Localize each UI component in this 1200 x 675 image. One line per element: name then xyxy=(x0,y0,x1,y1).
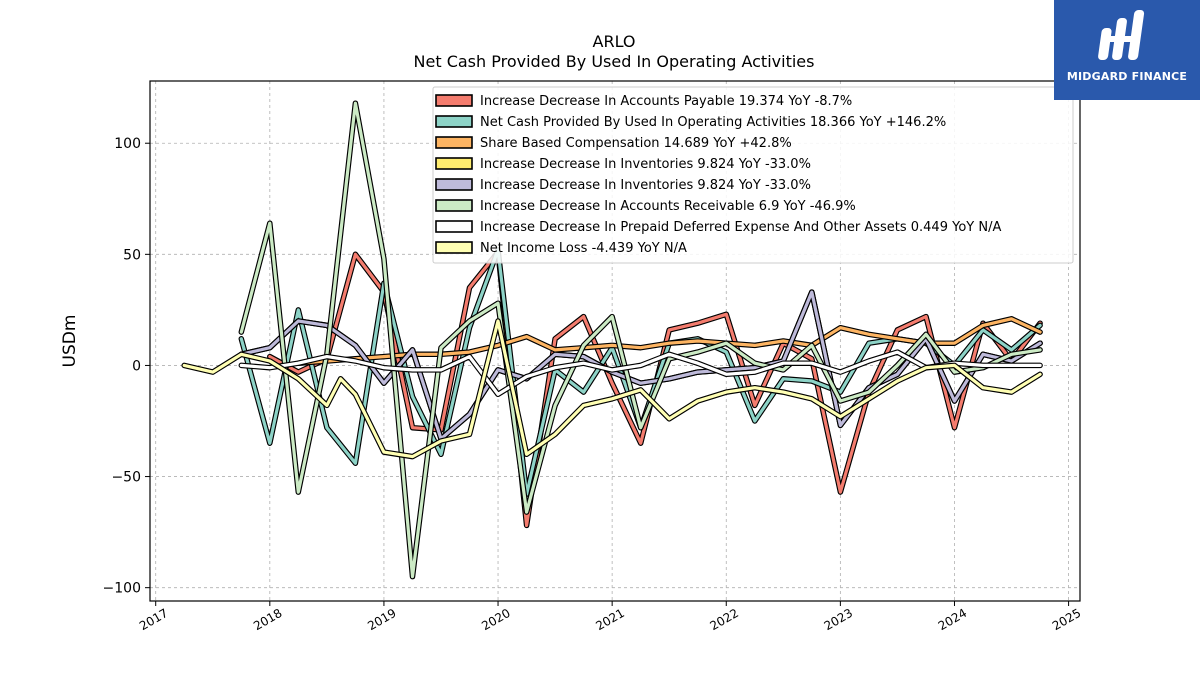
series-line xyxy=(239,290,1042,441)
legend-label: Increase Decrease In Accounts Receivable… xyxy=(480,199,856,214)
legend-item: Net Cash Provided By Used In Operating A… xyxy=(435,115,946,130)
y-axis-label: USDm xyxy=(60,315,80,368)
y-tick-label: 50 xyxy=(123,247,141,263)
legend-label: Net Cash Provided By Used In Operating A… xyxy=(480,115,946,130)
logo-mark-icon xyxy=(1098,10,1145,60)
x-tick-label: 2021 xyxy=(593,606,626,633)
series-line xyxy=(239,350,1042,396)
series-line xyxy=(182,319,1042,459)
legend: Increase Decrease In Accounts Payable 19… xyxy=(432,86,1074,264)
legend-label: Increase Decrease In Inventories 9.824 Y… xyxy=(480,178,811,193)
plot-frame xyxy=(149,80,1081,602)
y-tick-label: 0 xyxy=(132,358,141,374)
legend-swatch xyxy=(435,220,473,233)
legend-item: Increase Decrease In Prepaid Deferred Ex… xyxy=(435,220,1001,235)
legend-swatch xyxy=(435,178,473,191)
y-tick-label: −50 xyxy=(111,470,141,486)
legend-swatch xyxy=(435,136,473,149)
legend-item: Increase Decrease In Accounts Receivable… xyxy=(435,199,856,214)
series-6 xyxy=(238,349,1043,398)
legend-item: Share Based Compensation 14.689 YoY +42.… xyxy=(435,136,792,151)
series-7 xyxy=(181,318,1043,460)
legend-label: Increase Decrease In Accounts Payable 19… xyxy=(480,94,852,109)
midgard-finance-logo: MIDGARD FINANCE xyxy=(1054,0,1200,100)
x-tick-label: 2018 xyxy=(251,606,284,633)
legend-swatch xyxy=(435,157,473,170)
chart-title: ARLO xyxy=(593,32,636,51)
legend-label: Increase Decrease In Inventories 9.824 Y… xyxy=(480,157,811,172)
legend-item: Increase Decrease In Inventories 9.824 Y… xyxy=(435,178,811,193)
legend-item: Increase Decrease In Inventories 9.824 Y… xyxy=(435,157,811,172)
y-tick-label: −100 xyxy=(103,581,141,597)
x-tick-label: 2025 xyxy=(1050,606,1083,633)
legend-swatch xyxy=(435,199,473,212)
series-4 xyxy=(238,289,1043,442)
legend-swatch xyxy=(435,115,473,128)
x-tick-label: 2024 xyxy=(936,606,969,633)
x-tick-label: 2023 xyxy=(822,606,855,633)
legend-swatch xyxy=(435,94,473,107)
x-tick-label: 2022 xyxy=(708,606,741,633)
series-lines xyxy=(181,100,1043,580)
x-tick-label: 2017 xyxy=(137,606,170,633)
x-tick-label: 2020 xyxy=(479,606,512,633)
legend-box xyxy=(432,86,1074,264)
legend-item: Net Income Loss -4.439 YoY N/A xyxy=(435,241,687,256)
legend-label: Increase Decrease In Prepaid Deferred Ex… xyxy=(480,220,1001,235)
legend-swatch xyxy=(435,241,473,254)
legend-label: Net Income Loss -4.439 YoY N/A xyxy=(480,241,687,256)
legend-item: Increase Decrease In Accounts Payable 19… xyxy=(435,94,852,109)
chart-subtitle: Net Cash Provided By Used In Operating A… xyxy=(414,52,815,71)
x-tick-label: 2019 xyxy=(365,606,398,633)
y-tick-label: 100 xyxy=(114,136,141,152)
logo-text: MIDGARD FINANCE xyxy=(1066,70,1188,83)
legend-label: Share Based Compensation 14.689 YoY +42.… xyxy=(480,136,792,151)
